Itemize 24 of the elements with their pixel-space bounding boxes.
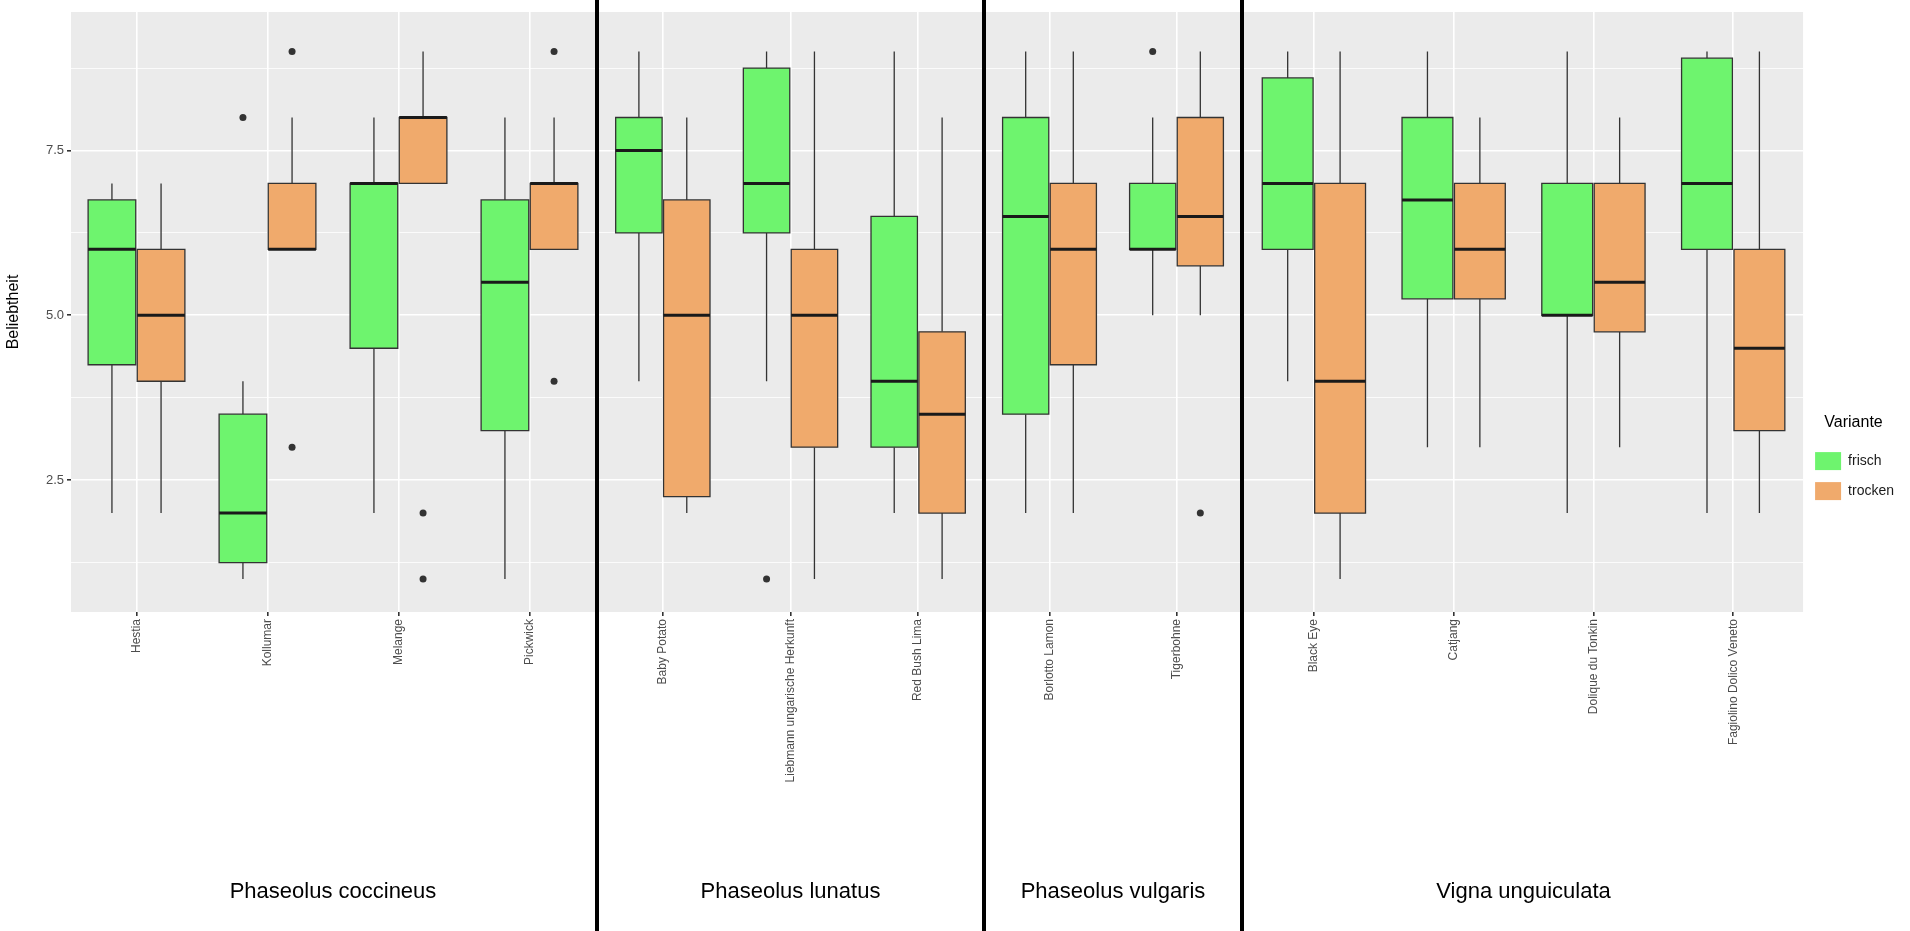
x-tick-label: Fagiolino Dolico Veneto	[1725, 618, 1740, 746]
x-tick-label: Black Eye	[1306, 618, 1321, 673]
y-tick-label: 7.5	[45, 142, 64, 158]
y-tick-label: 5.0	[45, 306, 64, 322]
legend-label: trocken	[1848, 481, 1895, 498]
x-tick-label: Melange	[390, 618, 405, 666]
x-tick-label: Red Bush Lima	[910, 618, 925, 702]
x-axis-title: Vigna unguiculata	[1436, 877, 1612, 903]
x-tick-label: Borlotto Lamon	[1041, 619, 1056, 701]
x-tick-label: Hestia	[128, 618, 143, 654]
y-axis-title: Beliebtheit	[4, 274, 22, 350]
legend-label: frisch	[1848, 451, 1882, 468]
x-axis-title: Phaseolus vulgaris	[1020, 877, 1206, 903]
x-tick-label: Baby Potato	[655, 618, 670, 685]
legend-title: Variante	[1824, 413, 1883, 431]
x-tick-label: Kollumar	[259, 619, 274, 667]
x-axis-title: Phaseolus coccineus	[229, 877, 437, 903]
x-tick-label: Pickwick	[521, 618, 536, 666]
x-tick-label: Liebmann ungarische Herkunft	[782, 618, 797, 783]
x-tick-label: Dolique du Tonkin	[1585, 619, 1600, 715]
x-axis-title: Phaseolus lunatus	[700, 877, 881, 903]
y-tick-label: 2.5	[45, 471, 64, 487]
x-tick-label: Tigerbohne	[1168, 618, 1183, 680]
x-tick-label: Catjang	[1445, 619, 1460, 661]
